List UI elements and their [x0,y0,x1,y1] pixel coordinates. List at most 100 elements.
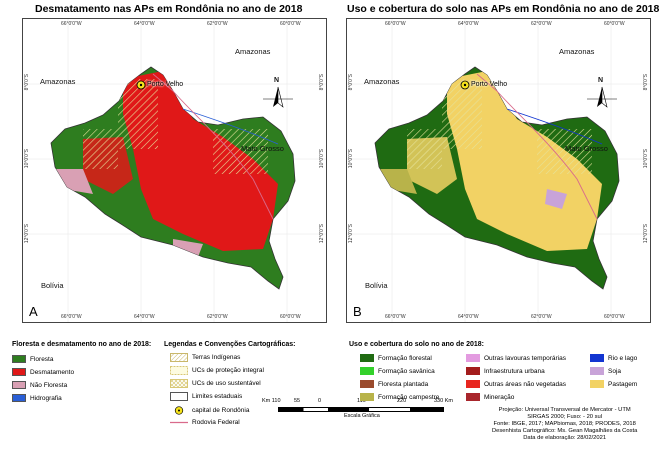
grat-bottom-3-r: 62°0'0"W [531,314,552,320]
grat-bottom-1: 66°0'0"W [61,314,82,320]
grat-top-3: 62°0'0"W [207,21,228,27]
scale-bar: Km 110 55 0 110 220 330 Km Escala Gráfic… [262,398,462,422]
legend-label: Hidrografia [30,394,62,402]
legend-label: Formação florestal [378,354,432,362]
swatch [360,380,374,388]
grat-bottom-2-r: 64°0'0"W [458,314,479,320]
grat-left-3-r: 12°0'0"S [348,224,354,244]
legend-label: Desmatamento [30,368,75,376]
swatch-nao-floresta [12,381,26,389]
credit-cartographer: Desenhista Cartográfico: Ms. Gean Magalh… [492,428,638,434]
swatch-desmatamento [12,368,26,376]
label-amazonas-nw: Amazonas [40,77,76,86]
left-map-panel: 66°0'0"W 64°0'0"W 62°0'0"W 60°0'0"W 66°0… [22,18,327,323]
grat-left-1-r: 8°0'0"S [348,74,354,91]
legend-infraestrutura-urbana: Infraestrutura urbana [466,367,545,375]
grat-top-2: 64°0'0"W [134,21,155,27]
swatch [466,354,480,362]
label-bolivia: Bolívia [41,281,64,290]
swatch [466,393,480,401]
grat-bottom-4: 60°0'0"W [280,314,301,320]
north-arrow-icon-right [587,86,617,108]
legend-label: Floresta plantada [378,380,429,388]
grat-right-2-r: 10°0'0"S [643,149,649,169]
legend-label: Formação campestre [378,393,440,401]
legend-nao-floresta: Não Floresta [12,381,67,389]
swatch [590,354,604,362]
scale-tick-1: 55 [294,398,301,404]
legend-floresta: Floresta [12,355,53,363]
legend-pastagem: Pastagem [590,380,637,388]
swatch-hidrografia [12,394,26,402]
legend-landuse-title: Uso e cobertura do solo no ano de 2018: [349,341,484,348]
legend-label: UCs de uso sustentável [192,380,261,387]
grat-top-3-r: 62°0'0"W [531,21,552,27]
grat-left-1: 8°0'0"S [24,74,30,91]
legend-label: Terras Indígenas [192,354,241,361]
grat-left-2: 10°0'0"S [24,149,30,169]
swatch [590,380,604,388]
label-bolivia-r: Bolívia [365,281,388,290]
label-mato-grosso: Mato Grosso [241,144,284,153]
panel-letter-a: A [29,304,38,319]
swatch [466,367,480,375]
credits-block: Projeção: Universal Transversal de Merca… [492,407,637,442]
grat-left-3: 12°0'0"S [24,224,30,244]
north-arrow-icon [263,86,293,108]
grat-bottom-1-r: 66°0'0"W [385,314,406,320]
panel-letter-b: B [353,304,362,319]
legend-floresta-plantada: Floresta plantada [360,380,428,388]
hatch-us-icon [170,379,188,388]
legend-label: Rodovia Federal [192,419,240,426]
scale-caption: Escala Gráfica [344,413,380,419]
scale-tick-0: Km 110 [262,398,281,404]
north-label: N [274,77,280,84]
grat-top-2-r: 64°0'0"W [458,21,479,27]
scale-tick-2: 0 [318,398,322,404]
swatch [360,393,374,401]
left-map-title: Desmatamento nas APs em Rondônia no ano … [35,3,303,15]
legend-outras-lavouras: Outras lavouras temporárias [466,354,566,362]
legend-deforest-title: Floresta e desmatamento no ano de 2018: [12,341,152,348]
boundary-icon [170,392,188,401]
scale-graphic [278,407,444,412]
legend-outras-areas: Outras áreas não vegetadas [466,380,566,388]
grat-right-1-r: 8°0'0"S [643,74,649,91]
legend-label: Limites estaduais [192,393,243,400]
capital-marker-icon [174,406,184,415]
credit-source: Fonte: IBGE, 2017; MAPbiomas, 2018; PROD… [493,421,636,427]
hatch-pi-icon [170,366,188,375]
label-porto-velho: Porto Velho [147,81,184,88]
swatch [466,380,480,388]
legend-formacao-savanica: Formação savânica [360,367,435,375]
legend-conventions-title: Legendas e Convenções Cartográficas: [164,341,296,348]
legend-label: Floresta [30,355,54,363]
label-amazonas-nw-r: Amazonas [364,77,400,86]
legend-label: Outras lavouras temporárias [484,354,567,362]
legend-label: Mineração [484,393,515,401]
legend-ucs-protecao-integral: UCs de proteção integral [170,366,264,375]
grat-left-2-r: 10°0'0"S [348,149,354,169]
legend-label: UCs de proteção integral [192,367,264,374]
grat-right-3: 12°0'0"S [319,224,325,244]
grat-top-1-r: 66°0'0"W [385,21,406,27]
legend-label: Infraestrutura urbana [484,367,545,375]
hatch-ti-icon [170,353,188,362]
right-map-title: Uso e cobertura do solo nas APs em Rondô… [347,3,660,15]
legend-mineracao: Mineração [466,393,514,401]
federal-road-line-right [476,73,598,220]
grat-top-1: 66°0'0"W [61,21,82,27]
label-amazonas-ne: Amazonas [235,47,271,56]
legend-label: Formação savânica [378,367,435,375]
legend-rio-lago: Rio e lago [590,354,637,362]
scale-tick-3: 110 [357,398,366,404]
credit-date: Data de elaboração: 28/02/2021 [523,435,607,441]
road-icon [170,421,188,424]
legend-label: Pastagem [608,380,638,388]
north-label-r: N [598,77,604,84]
legend-formacao-campestre: Formação campestre [360,393,439,401]
grat-right-3-r: 12°0'0"S [643,224,649,244]
grat-bottom-4-r: 60°0'0"W [604,314,625,320]
legend-label: capital de Rondônia [192,407,250,414]
federal-road-line [152,73,274,220]
